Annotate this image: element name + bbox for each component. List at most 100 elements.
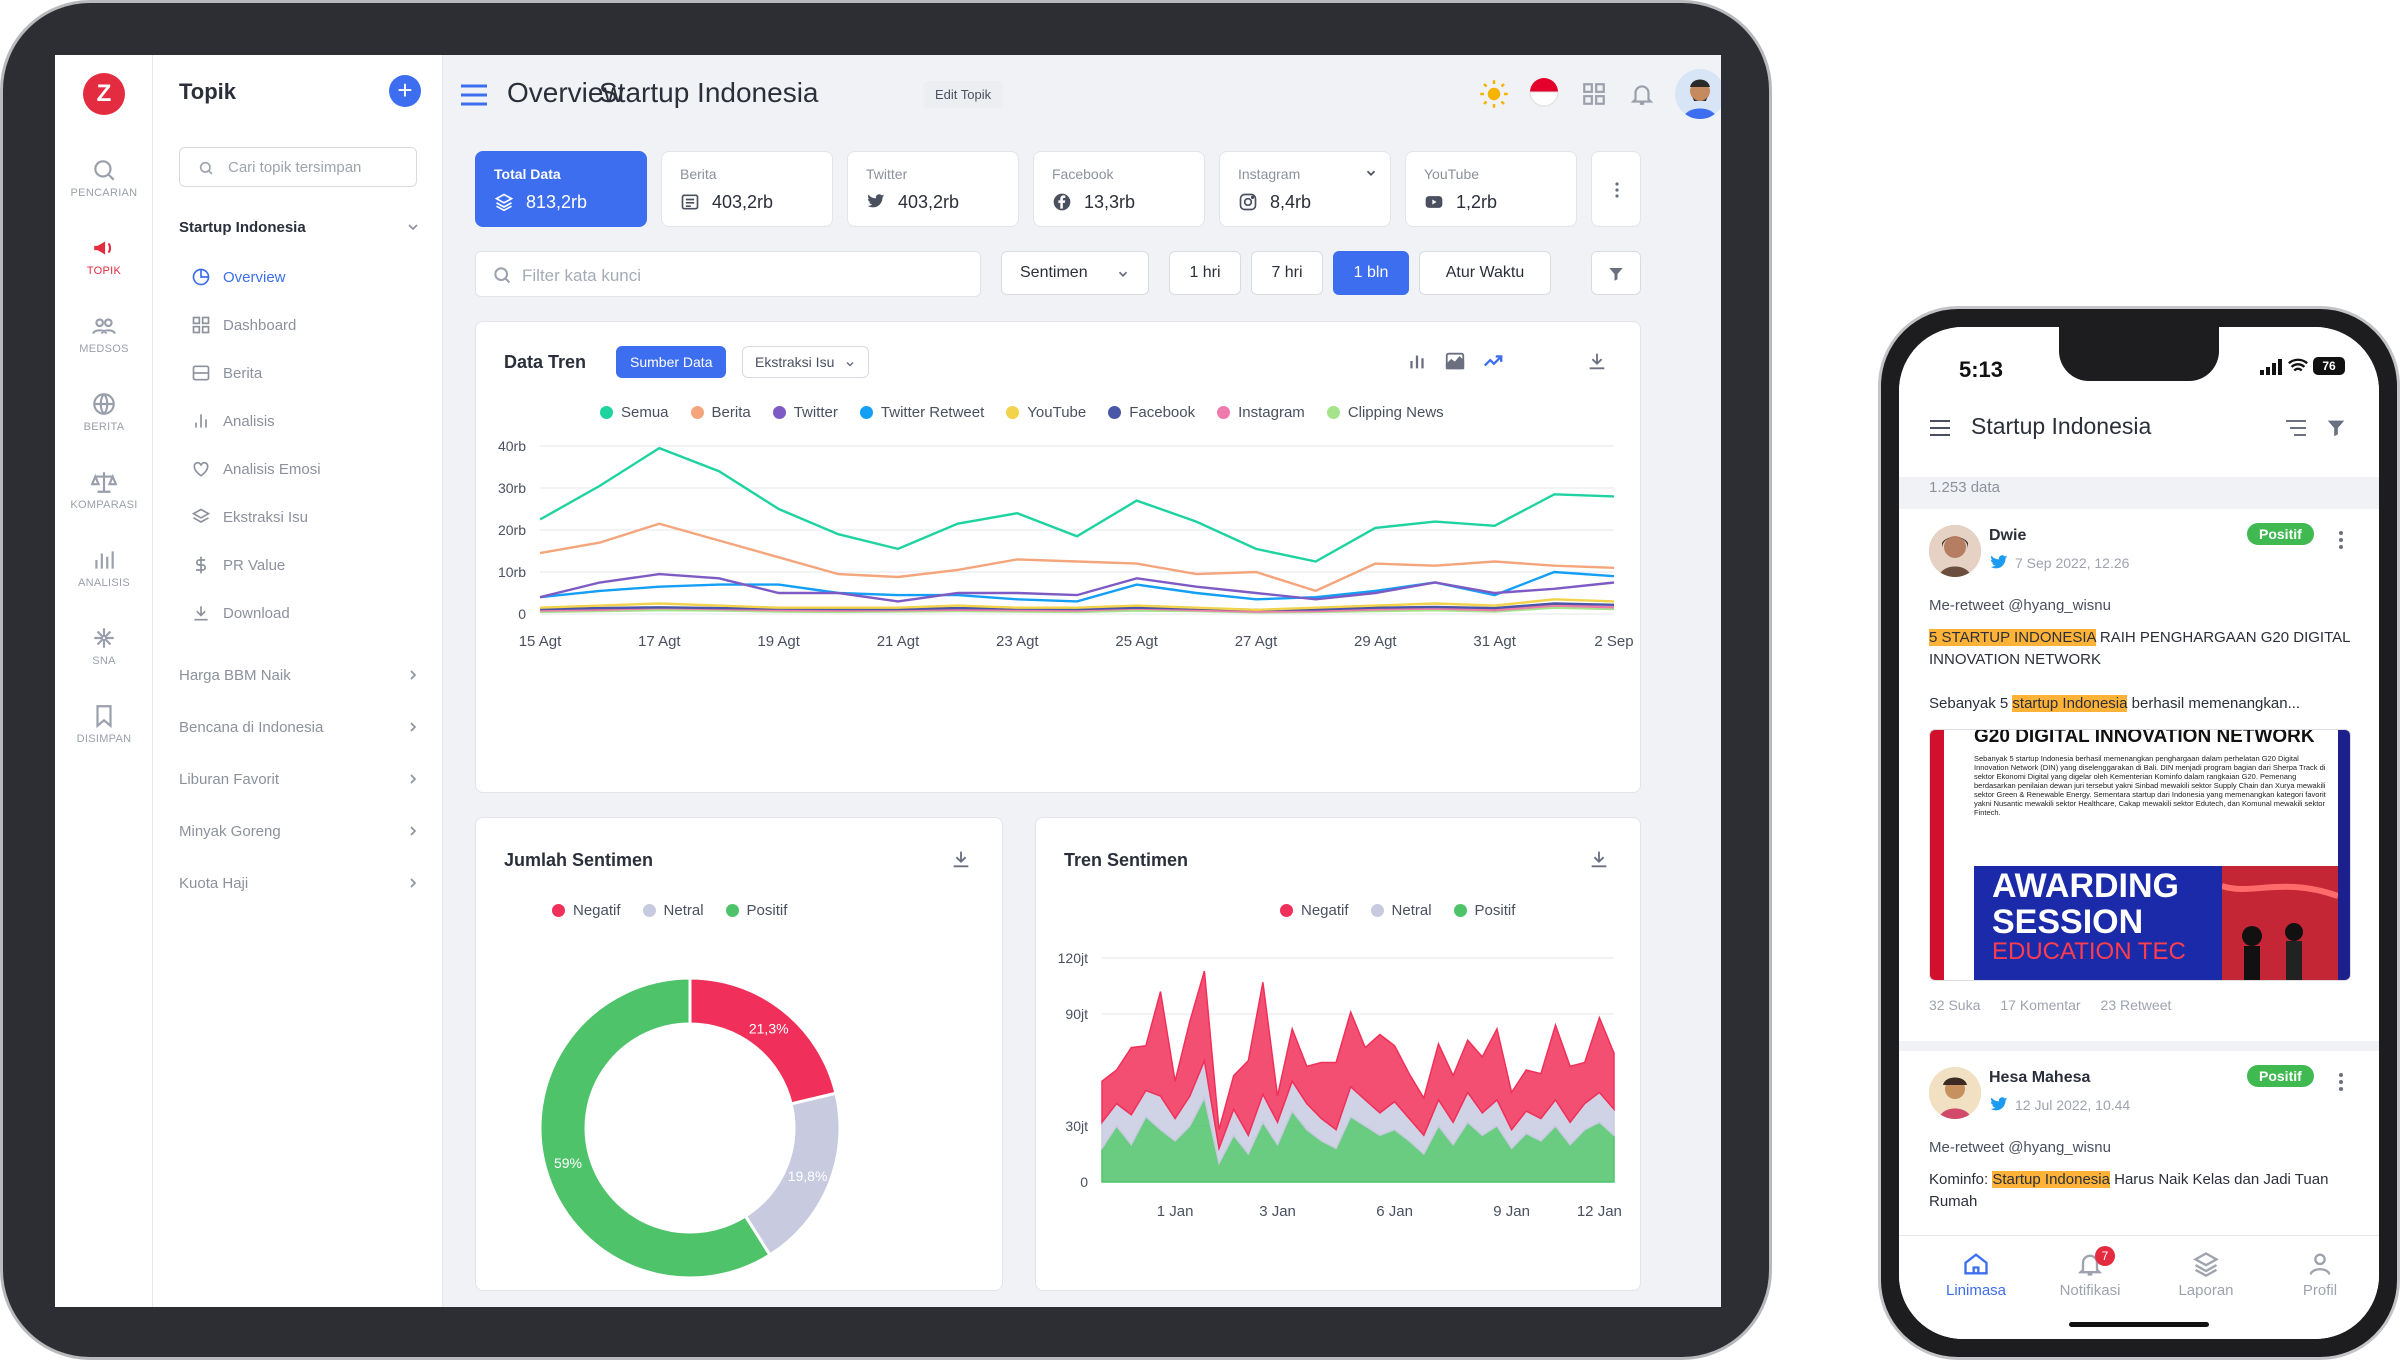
sentiment-dropdown[interactable]: Sentimen <box>1001 251 1149 295</box>
rail-item-topik[interactable]: TOPIK <box>55 235 153 277</box>
area-chart-icon[interactable] <box>1444 350 1466 372</box>
stat-facebook[interactable]: Facebook 13,3rb <box>1033 151 1205 227</box>
sidebar-topic[interactable]: Harga BBM Naik <box>179 667 421 684</box>
range-7-day-button[interactable]: 7 hri <box>1251 251 1323 295</box>
filter-button[interactable] <box>1591 251 1641 295</box>
chevron-right-icon <box>410 722 417 732</box>
tab-ekstraksi-isu[interactable]: Ekstraksi Isu <box>742 346 870 378</box>
more-stats-button[interactable] <box>1591 151 1641 227</box>
legend-item[interactable]: Positif <box>725 902 787 919</box>
app-logo[interactable]: Z <box>83 73 125 115</box>
legend-item[interactable]: Netral <box>1370 902 1432 919</box>
stat-total-data[interactable]: Total Data 813,2rb <box>475 151 647 227</box>
result-count: 1.253 data <box>1929 479 2000 496</box>
legend-item[interactable]: Berita <box>690 404 751 421</box>
avatar <box>1929 1067 1981 1119</box>
rail-item-pencarian[interactable]: PENCARIAN <box>55 157 153 199</box>
range-1-day-button[interactable]: 1 hri <box>1169 251 1241 295</box>
keyword-filter-input[interactable]: Filter kata kunci <box>475 251 981 297</box>
legend-item[interactable]: Semua <box>600 404 669 421</box>
x-tick-label: 3 Jan <box>1259 1203 1296 1220</box>
rail-item-komparasi[interactable]: KOMPARASI <box>55 469 153 511</box>
feed-post[interactable]: Hesa Mahesa 12 Jul 2022, 10.44 Positif M… <box>1899 1051 2379 1251</box>
tab-sumber-data[interactable]: Sumber Data <box>616 346 727 378</box>
menu-icon[interactable] <box>1929 419 1951 437</box>
legend-item[interactable]: Instagram <box>1217 404 1305 421</box>
rail-item-medsos[interactable]: MEDSOS <box>55 313 153 355</box>
stat-value: 13,3rb <box>1084 192 1136 212</box>
keyword-placeholder: Filter kata kunci <box>522 266 642 285</box>
sidebar-topic[interactable]: Bencana di Indonesia <box>179 719 421 736</box>
stat-berita[interactable]: Berita 403,2rb <box>661 151 833 227</box>
image-body: Sebanyak 5 startup Indonesia berhasil me… <box>1974 754 2326 817</box>
legend-item[interactable]: Netral <box>642 902 704 919</box>
rail-label: PENCARIAN <box>70 187 138 199</box>
rail-item-disimpan[interactable]: DISIMPAN <box>55 703 153 745</box>
funnel-icon <box>1609 268 1623 281</box>
sidebar-topic[interactable]: Liburan Favorit <box>179 771 421 788</box>
nav-linimasa[interactable]: Linimasa <box>1921 1250 2031 1299</box>
legend-label: Clipping News <box>1347 404 1444 421</box>
stat-value: 8,4rb <box>1270 192 1312 212</box>
apps-grid-icon[interactable] <box>1581 81 1607 107</box>
donut-slice-positif <box>538 976 772 1280</box>
more-vertical-icon[interactable] <box>2337 1071 2345 1093</box>
legend-item[interactable]: Negatif <box>1280 902 1349 919</box>
download-icon[interactable] <box>950 848 972 870</box>
stat-label: Berita <box>680 166 717 182</box>
stat-instagram[interactable]: Instagram 8,4rb <box>1219 151 1391 227</box>
legend-item[interactable]: Facebook <box>1108 404 1195 421</box>
legend-item[interactable]: YouTube <box>1006 404 1086 421</box>
sidebar-topic[interactable]: Minyak Goreng <box>179 823 421 840</box>
legend-item[interactable]: Positif <box>1453 902 1515 919</box>
download-icon[interactable] <box>1586 350 1608 372</box>
nav-laporan[interactable]: Laporan <box>2151 1250 2261 1299</box>
funnel-icon[interactable] <box>2325 417 2347 439</box>
rail-item-analisis[interactable]: ANALISIS <box>55 547 153 589</box>
x-tick-label: 21 Agt <box>877 633 920 650</box>
post-image[interactable]: G20 DIGITAL INNOVATION NETWORK Sebanyak … <box>1929 729 2351 981</box>
user-avatar[interactable] <box>1675 69 1721 119</box>
series-line-clipping-news <box>539 606 1615 614</box>
add-topic-button[interactable]: + <box>389 75 421 107</box>
sort-icon[interactable] <box>2285 419 2307 437</box>
legend-item[interactable]: Twitter Retweet <box>859 404 984 421</box>
post-author: Hesa Mahesa <box>1989 1069 2091 1086</box>
stat-twitter[interactable]: Twitter 403,2rb <box>847 151 1019 227</box>
sidebar-topic[interactable]: Kuota Haji <box>179 875 421 892</box>
custom-time-button[interactable]: Atur Waktu <box>1419 251 1551 295</box>
bell-icon[interactable] <box>1629 81 1655 107</box>
legend-item[interactable]: Negatif <box>552 902 621 919</box>
bar-chart-icon[interactable] <box>1406 350 1428 372</box>
range-1-month-button[interactable]: 1 bln <box>1333 251 1409 295</box>
post-author: Dwie <box>1989 527 2027 544</box>
legend-swatch <box>1453 904 1467 917</box>
count-label: data <box>1970 479 2000 496</box>
download-icon[interactable] <box>1588 848 1610 870</box>
flag-indonesia-icon[interactable] <box>1529 77 1559 107</box>
line-chart-icon[interactable] <box>1482 350 1504 372</box>
pie-icon <box>192 268 210 286</box>
scale-icon <box>91 472 117 493</box>
legend-item[interactable]: Twitter <box>772 404 838 421</box>
nav-notifikasi[interactable]: Notifikasi 7 <box>2035 1246 2145 1299</box>
feed-post[interactable]: Dwie 7 Sep 2022, 12.26 Positif Me-retwee… <box>1899 509 2379 1041</box>
sidebar-item-label: Dashboard <box>223 317 297 334</box>
series-line-youtube <box>539 598 1615 612</box>
stat-label: Twitter <box>866 166 908 182</box>
y-tick-label: 30rb <box>498 480 526 496</box>
active-topic-group[interactable]: Startup Indonesia <box>179 219 421 236</box>
menu-icon[interactable] <box>459 83 489 107</box>
rail-item-berita[interactable]: BERITA <box>55 391 153 433</box>
rail-item-sna[interactable]: SNA <box>55 625 153 667</box>
stat-youtube[interactable]: YouTube 1,2rb <box>1405 151 1577 227</box>
legend-item[interactable]: Clipping News <box>1326 404 1444 421</box>
more-vertical-icon[interactable] <box>2337 529 2345 551</box>
sun-icon[interactable] <box>1479 79 1509 109</box>
bell-icon <box>2077 1254 2103 1276</box>
edit-topic-button[interactable]: Edit Topik <box>923 81 1004 108</box>
image-accent-bar <box>1930 730 1944 980</box>
topic-search-input[interactable]: Cari topik tersimpan <box>179 147 417 187</box>
tab-label: Ekstraksi Isu <box>755 354 835 370</box>
nav-profil[interactable]: Profil <box>2265 1250 2375 1299</box>
